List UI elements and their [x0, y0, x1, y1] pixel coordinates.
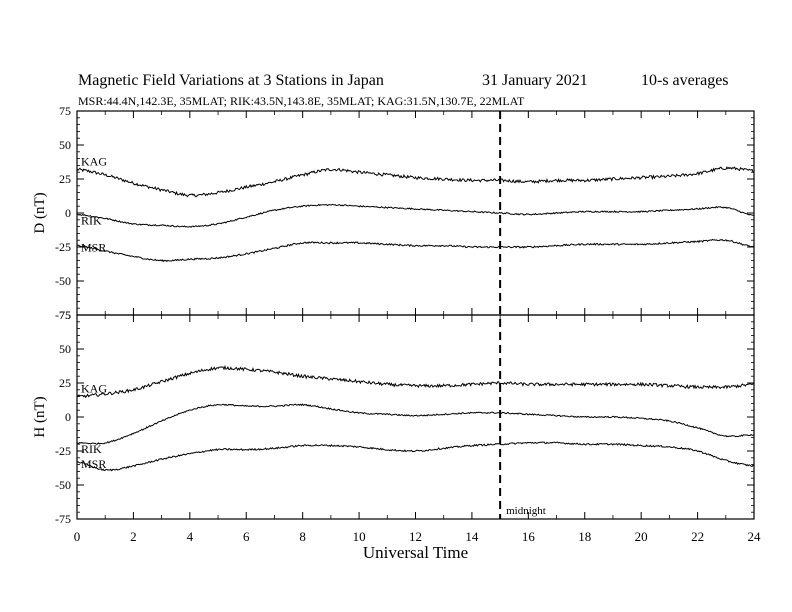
h-series-kag	[76, 364, 755, 399]
d-ytick-label: -50	[55, 274, 71, 288]
d-ytick-label: 75	[59, 104, 71, 118]
h-series-label-kag: KAG	[81, 382, 107, 396]
h-ytick-label: 75	[59, 308, 71, 322]
x-tick-label: 0	[74, 529, 81, 544]
x-tick-label: 20	[635, 529, 648, 544]
station-coordinates-subtitle: MSR:44.4N,142.3E, 35MLAT; RIK:43.5N,143.…	[78, 94, 525, 108]
d-series-label-rik: RIK	[81, 213, 102, 227]
x-tick-label: 4	[187, 529, 194, 544]
d-ytick-label: -75	[55, 308, 71, 322]
d-axis-label: D (nT)	[32, 192, 48, 233]
h-ytick-label: 50	[59, 342, 71, 356]
x-tick-label: 24	[748, 529, 762, 544]
chart-date: 31 January 2021	[482, 72, 588, 89]
d-series-kag	[76, 166, 755, 198]
d-ytick-label: 50	[59, 138, 71, 152]
d-series-rik	[77, 203, 755, 228]
chart-averaging-note: 10-s averages	[641, 72, 729, 89]
h-ytick-label: 0	[65, 410, 71, 424]
h-series-msr	[76, 441, 755, 472]
h-ytick-label: -25	[55, 444, 71, 458]
x-tick-label: 22	[691, 529, 704, 544]
x-axis-label: Universal Time	[363, 543, 468, 562]
midnight-marker-label: midnight	[506, 505, 546, 517]
d-series-msr	[76, 238, 755, 263]
x-tick-label: 2	[130, 529, 137, 544]
d-ytick-label: -25	[55, 240, 71, 254]
x-tick-label: 16	[522, 529, 536, 544]
h-ytick-label: -75	[55, 512, 71, 526]
chart-title: Magnetic Field Variations at 3 Stations …	[78, 72, 384, 89]
h-series-label-rik: RIK	[81, 442, 102, 456]
h-axis-label: H (nT)	[32, 396, 48, 437]
d-series-label-msr: MSR	[81, 241, 106, 255]
x-tick-label: 6	[243, 529, 250, 544]
x-tick-label: 12	[409, 529, 422, 544]
d-ytick-label: 0	[65, 206, 71, 220]
h-series-rik	[76, 403, 755, 445]
h-ytick-label: 25	[59, 376, 71, 390]
x-tick-label: 18	[578, 529, 591, 544]
d-panel-frame	[76, 110, 755, 316]
h-series-label-msr: MSR	[81, 457, 106, 471]
h-ytick-label: -50	[55, 478, 71, 492]
d-ytick-label: 25	[59, 172, 71, 186]
h-panel-frame	[76, 314, 755, 520]
x-tick-label: 8	[299, 529, 306, 544]
x-tick-label: 14	[465, 529, 479, 544]
x-tick-label: 10	[353, 529, 366, 544]
d-series-label-kag: KAG	[81, 154, 107, 168]
